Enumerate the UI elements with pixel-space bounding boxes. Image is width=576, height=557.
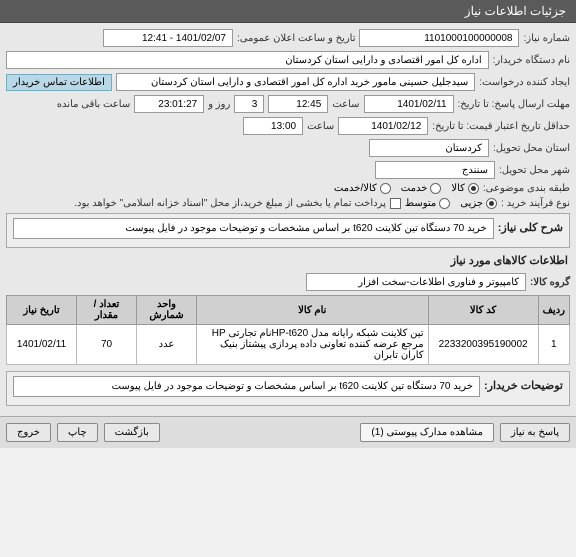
panel-title: جزئیات اطلاعات نیاز — [465, 4, 566, 18]
buyer-notes-text: خرید 70 دستگاه تین کلاینت t620 بر اساس م… — [13, 376, 480, 397]
exit-button[interactable]: خروج — [6, 423, 51, 442]
panel-header: جزئیات اطلاعات نیاز — [0, 0, 576, 23]
time-label-2: ساعت — [307, 121, 334, 132]
payment-checkbox[interactable] — [390, 198, 401, 209]
table-row: 1 2233200395190002 تین کلاینت شبکه رایان… — [7, 325, 570, 365]
deadline-label: مهلت ارسال پاسخ: تا تاریخ: — [458, 99, 570, 110]
group-field: کامپیوتر و فناوری اطلاعات-سخت افزار — [306, 273, 526, 291]
payment-note: پرداخت تمام یا بخشی از مبلغ خرید،از محل … — [74, 198, 386, 209]
creator-field: سیدجلیل حسینی مامور خرید اداره کل امور ا… — [116, 73, 475, 91]
radio-both-label: کالا/خدمت — [334, 183, 377, 194]
radio-goods-label: کالا — [451, 183, 465, 194]
group-label: گروه کالا: — [530, 277, 570, 288]
deadline-time-field: 12:45 — [268, 95, 328, 113]
radio-goods[interactable]: کالا — [451, 183, 479, 194]
radio-goods-icon — [468, 183, 479, 194]
back-button[interactable]: بازگشت — [104, 423, 160, 442]
desc-section: شرح کلی نیاز: خرید 70 دستگاه تین کلاینت … — [6, 213, 570, 248]
day-label: روز و — [208, 99, 230, 110]
buyer-label: نام دستگاه خریدار: — [493, 55, 570, 66]
buyer-field: اداره کل امور اقتصادی و دارایی استان کرد… — [6, 51, 489, 69]
th-code: کد کالا — [428, 296, 538, 325]
attachments-count: (1) — [371, 427, 383, 438]
validity-time-field: 13:00 — [243, 117, 303, 135]
category-label: طبقه بندی موضوعی: — [483, 183, 570, 194]
buyer-notes-title: توضیحات خریدار: — [484, 379, 563, 392]
need-number-label: شماره نیاز: — [523, 33, 570, 44]
remain-suffix: ساعت باقی مانده — [57, 99, 130, 110]
validity-label: حداقل تاریخ اعتبار قیمت: تا تاریخ: — [432, 121, 570, 132]
remain-time-field: 23:01:27 — [134, 95, 204, 113]
desc-title: شرح کلی نیاز: — [498, 221, 563, 234]
radio-medium-label: متوسط — [405, 198, 436, 209]
attachments-button[interactable]: مشاهده مدارک پیوستی (1) — [360, 423, 494, 442]
attachments-label: مشاهده مدارک پیوستی — [386, 427, 483, 438]
radio-both-icon — [380, 183, 391, 194]
desc-text: خرید 70 دستگاه تین کلاینت t620 بر اساس م… — [13, 218, 494, 239]
cell-unit: عدد — [137, 325, 197, 365]
radio-partial-label: جزیی — [460, 198, 483, 209]
cell-date: 1401/02/11 — [7, 325, 77, 365]
radio-partial[interactable]: جزیی — [460, 198, 497, 209]
radio-medium[interactable]: متوسط — [405, 198, 450, 209]
cell-code: 2233200395190002 — [428, 325, 538, 365]
radio-partial-icon — [486, 198, 497, 209]
creator-label: ایجاد کننده درخواست: — [479, 77, 570, 88]
print-button[interactable]: چاپ — [57, 423, 98, 442]
process-radio-group: جزیی متوسط — [405, 198, 497, 209]
reply-button[interactable]: پاسخ به نیاز — [500, 423, 570, 442]
radio-service[interactable]: خدمت — [401, 183, 442, 194]
days-remain-field: 3 — [234, 95, 264, 113]
announce-label: تاریخ و ساعت اعلان عمومی: — [237, 33, 356, 44]
details-panel: شماره نیاز: 1101000100000008 تاریخ و ساع… — [0, 23, 576, 416]
city-label: شهر محل تحویل: — [499, 165, 570, 176]
cell-name: تین کلاینت شبکه رایانه مدل HP-t620نام تج… — [197, 325, 429, 365]
th-date: تاریخ نیاز — [7, 296, 77, 325]
th-row: ردیف — [538, 296, 569, 325]
th-qty: تعداد / مقدار — [77, 296, 137, 325]
goods-table: ردیف کد کالا نام کالا واحد شمارش تعداد /… — [6, 295, 570, 365]
city-field: سنندج — [375, 161, 495, 179]
time-label-1: ساعت — [332, 99, 359, 110]
cell-idx: 1 — [538, 325, 569, 365]
footer-bar: پاسخ به نیاز مشاهده مدارک پیوستی (1) باز… — [0, 416, 576, 448]
th-name: نام کالا — [197, 296, 429, 325]
radio-medium-icon — [439, 198, 450, 209]
announce-field: 1401/02/07 - 12:41 — [103, 29, 233, 47]
category-radio-group: کالا خدمت کالا/خدمت — [334, 183, 479, 194]
radio-service-icon — [430, 183, 441, 194]
need-number-field: 1101000100000008 — [359, 29, 519, 47]
province-label: استان محل تحویل: — [493, 143, 570, 154]
deadline-date-field: 1401/02/11 — [364, 95, 454, 113]
process-label: نوع فرآیند خرید : — [501, 198, 570, 209]
radio-service-label: خدمت — [401, 183, 428, 194]
buyer-notes-section: توضیحات خریدار: خرید 70 دستگاه تین کلاین… — [6, 371, 570, 406]
contact-link[interactable]: اطلاعات تماس خریدار — [6, 74, 112, 91]
goods-section-title: اطلاعات کالاهای مورد نیاز — [8, 254, 568, 267]
cell-qty: 70 — [77, 325, 137, 365]
province-field: کردستان — [369, 139, 489, 157]
th-unit: واحد شمارش — [137, 296, 197, 325]
validity-date-field: 1401/02/12 — [338, 117, 428, 135]
radio-both[interactable]: کالا/خدمت — [334, 183, 391, 194]
